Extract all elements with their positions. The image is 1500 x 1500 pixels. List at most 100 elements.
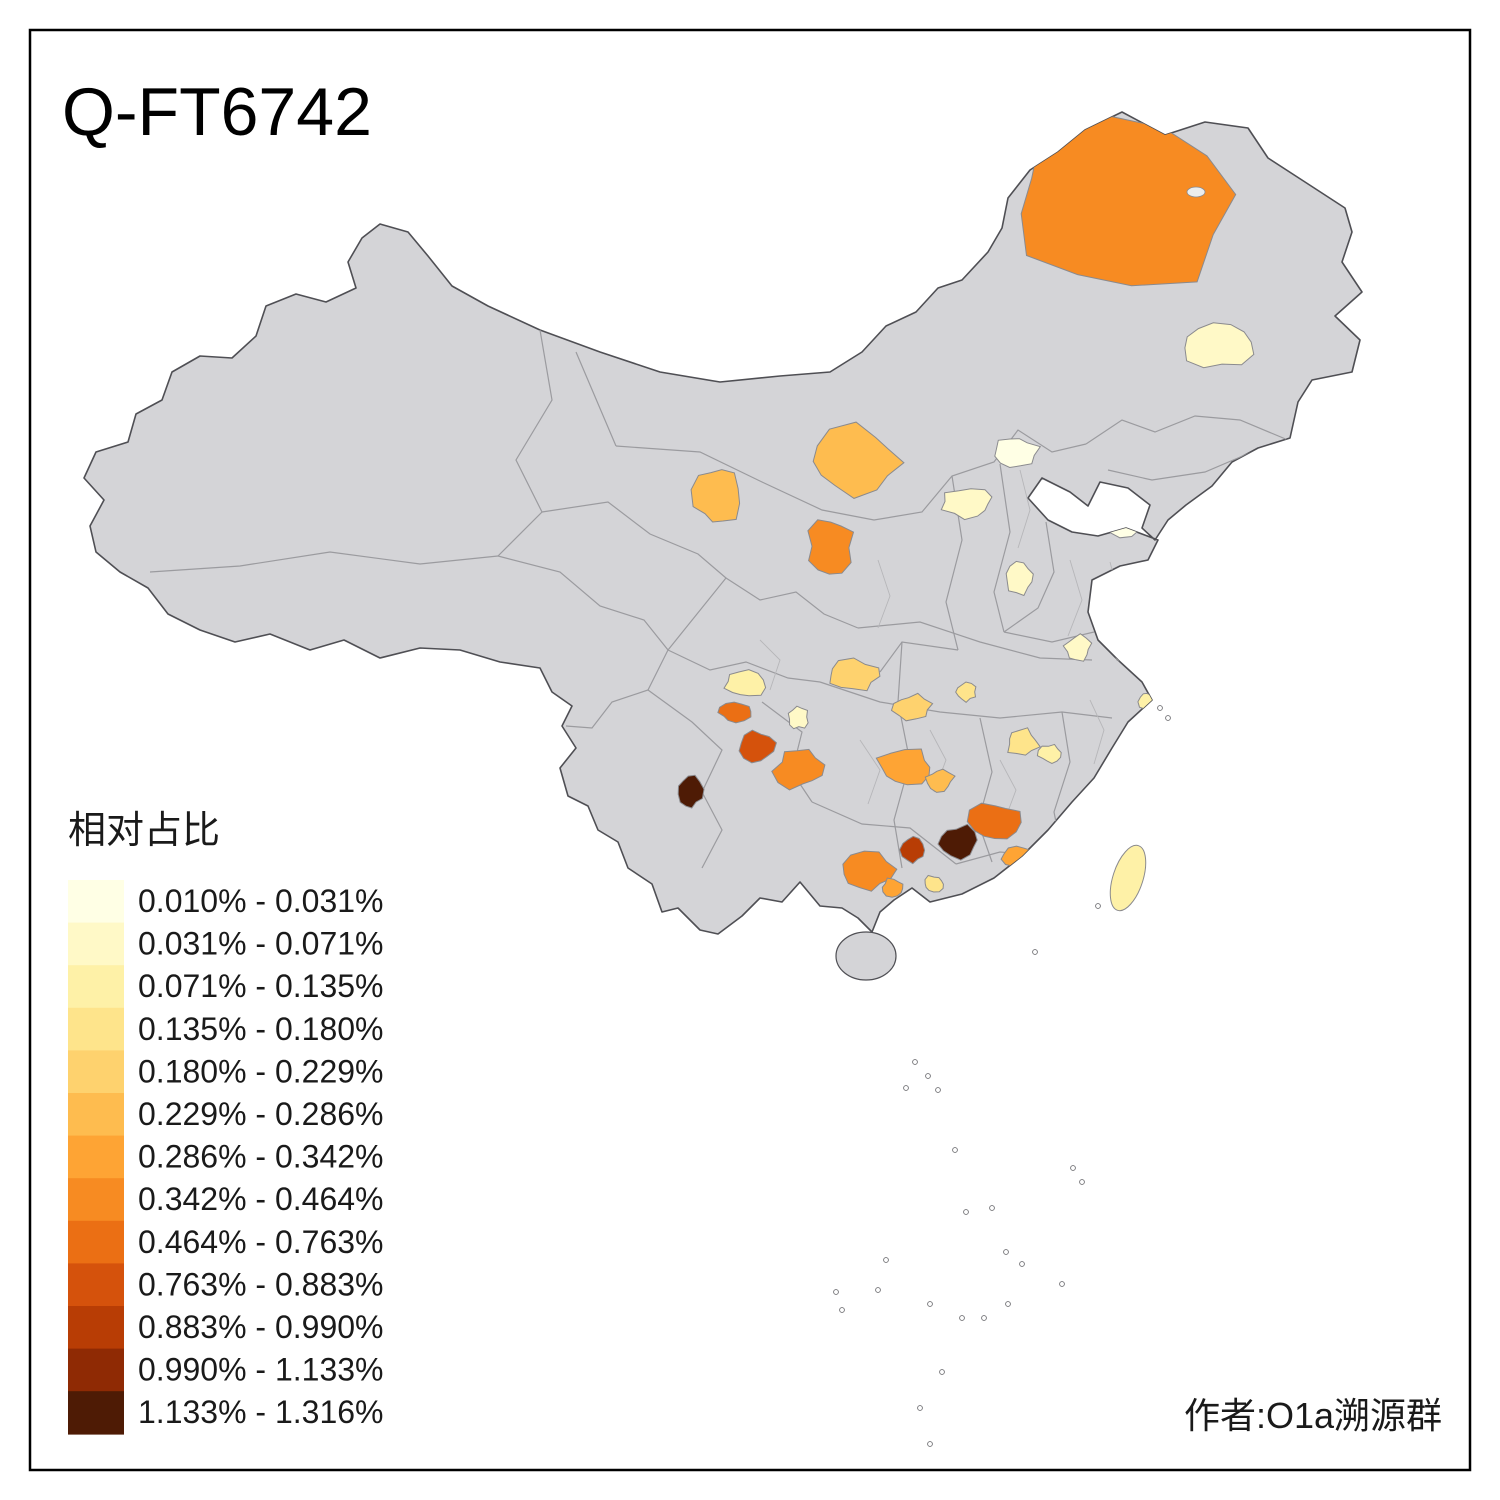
legend: 相对占比 0.010% - 0.031% 0.031% - 0.071% 0.071… xyxy=(68,810,384,1435)
legend-swatch xyxy=(68,1391,124,1435)
prefecture-border-line xyxy=(759,639,781,691)
small-island xyxy=(1019,1261,1025,1267)
province-border-line xyxy=(667,649,821,683)
legend-label: 0.342% - 0.464% xyxy=(138,1181,384,1217)
small-island xyxy=(1095,903,1101,909)
legend-label: 1.133% - 1.316% xyxy=(138,1394,384,1430)
legend-item: 0.180% - 0.229% xyxy=(68,1050,384,1094)
small-island xyxy=(903,1085,909,1091)
legend-swatch xyxy=(68,922,124,966)
legend-swatch xyxy=(68,880,124,924)
small-island xyxy=(875,1287,881,1293)
taiwan-region xyxy=(1109,844,1147,912)
small-island xyxy=(1079,1179,1085,1185)
map-region-yibin-zigong xyxy=(738,729,777,764)
legend-label: 0.135% - 0.180% xyxy=(138,1011,384,1047)
prefecture-border-line xyxy=(877,559,891,629)
map-region-luzhou-guizhou-n xyxy=(771,748,826,791)
prefecture-border-line xyxy=(859,739,881,805)
small-island xyxy=(1070,1165,1076,1171)
legend-item: 0.010% - 0.031% xyxy=(68,880,384,924)
map-region-aba-east xyxy=(723,669,767,697)
map-region-liuzhou xyxy=(842,850,898,892)
prefecture-border-line xyxy=(1067,559,1083,637)
hainan-island xyxy=(835,931,897,981)
legend-label: 0.883% - 0.990% xyxy=(138,1309,384,1345)
legend-item: 0.031% - 0.071% xyxy=(68,922,384,966)
map-region-hanzhong xyxy=(829,657,881,692)
small-island xyxy=(1059,1281,1065,1287)
map-region-huaihua-dark xyxy=(899,835,926,865)
south-china-sea-islands xyxy=(833,705,1171,1447)
small-island xyxy=(1157,705,1163,711)
province-border-line xyxy=(993,463,1011,633)
map-region-hubei-west xyxy=(890,692,934,722)
map-region-hunan-west xyxy=(875,748,931,786)
map-region-heilongjiang-mid xyxy=(1184,322,1255,369)
small-island xyxy=(959,1315,965,1321)
mainland-china xyxy=(83,111,1363,935)
map-region-hubei-yellow xyxy=(955,681,977,703)
legend-item: 0.342% - 0.464% xyxy=(68,1178,384,1222)
prefecture-border-line xyxy=(1089,699,1105,765)
legend-label: 0.180% - 0.229% xyxy=(138,1053,384,1089)
map-region-shaanxi-s-pale xyxy=(787,705,809,730)
province-border-line xyxy=(497,329,553,557)
map-region-henan-east xyxy=(1062,633,1093,662)
small-island xyxy=(927,1441,933,1447)
prefecture-border-line xyxy=(1017,469,1031,549)
province-border-line xyxy=(977,717,993,863)
legend-swatch xyxy=(68,965,124,1009)
province-border-line xyxy=(541,501,727,651)
province-borders xyxy=(149,329,1289,869)
map-group xyxy=(83,111,1363,1447)
legend-label: 0.229% - 0.286% xyxy=(138,1096,384,1132)
province-border-line xyxy=(149,551,499,573)
legend-swatch xyxy=(68,1135,124,1179)
small-island xyxy=(981,1315,987,1321)
small-island xyxy=(989,1205,995,1211)
legend-label: 0.071% - 0.135% xyxy=(138,968,384,1004)
legend-item: 0.135% - 0.180% xyxy=(68,1007,384,1052)
chart-title: Q-FT6742 xyxy=(62,74,372,150)
legend-swatch xyxy=(68,1263,124,1307)
map-region-jiangxi-ne xyxy=(1036,743,1062,765)
legend-swatch xyxy=(68,1007,124,1052)
province-border-line xyxy=(857,621,1093,661)
small-island xyxy=(1003,1249,1009,1255)
legend-label: 0.763% - 0.883% xyxy=(138,1266,384,1302)
legend-items: 0.010% - 0.031% 0.031% - 0.071% 0.071% - 0… xyxy=(68,880,384,1435)
map-region-chenzhou-shaoguan xyxy=(966,802,1022,840)
province-border-line xyxy=(1107,451,1253,481)
small-island xyxy=(917,1405,923,1411)
legend-swatch xyxy=(68,1220,124,1265)
small-island xyxy=(925,1073,931,1079)
map-region-jiangxi-north xyxy=(1007,727,1041,756)
map-region-beijing-area xyxy=(994,438,1042,469)
map-region-panzhihua xyxy=(677,774,705,809)
small-island xyxy=(833,1289,839,1295)
map-region-wuzhou-yellow xyxy=(924,874,944,893)
map-region-hunan-mid xyxy=(924,768,956,793)
small-island xyxy=(935,1087,941,1093)
map-region-guilin-dark xyxy=(937,823,978,861)
province-border-line xyxy=(575,351,617,447)
legend-item: 1.133% - 1.316% xyxy=(68,1391,384,1435)
legend-swatch xyxy=(68,1050,124,1094)
province-border-line xyxy=(811,801,957,865)
legend-swatch xyxy=(68,1306,124,1350)
map-region-hebei-north xyxy=(940,488,993,521)
legend-item: 0.464% - 0.763% xyxy=(68,1220,384,1265)
legend-swatch xyxy=(68,1348,124,1392)
legend-item: 0.883% - 0.990% xyxy=(68,1306,384,1350)
legend-title: 相对占比 xyxy=(68,810,220,852)
province-border-line xyxy=(725,577,859,629)
legend-label: 0.286% - 0.342% xyxy=(138,1139,384,1175)
legend-item: 0.286% - 0.342% xyxy=(68,1135,384,1179)
legend-item: 0.071% - 0.135% xyxy=(68,965,384,1009)
province-border-line xyxy=(647,689,723,869)
small-island xyxy=(939,1369,945,1375)
legend-swatch xyxy=(68,1093,124,1137)
